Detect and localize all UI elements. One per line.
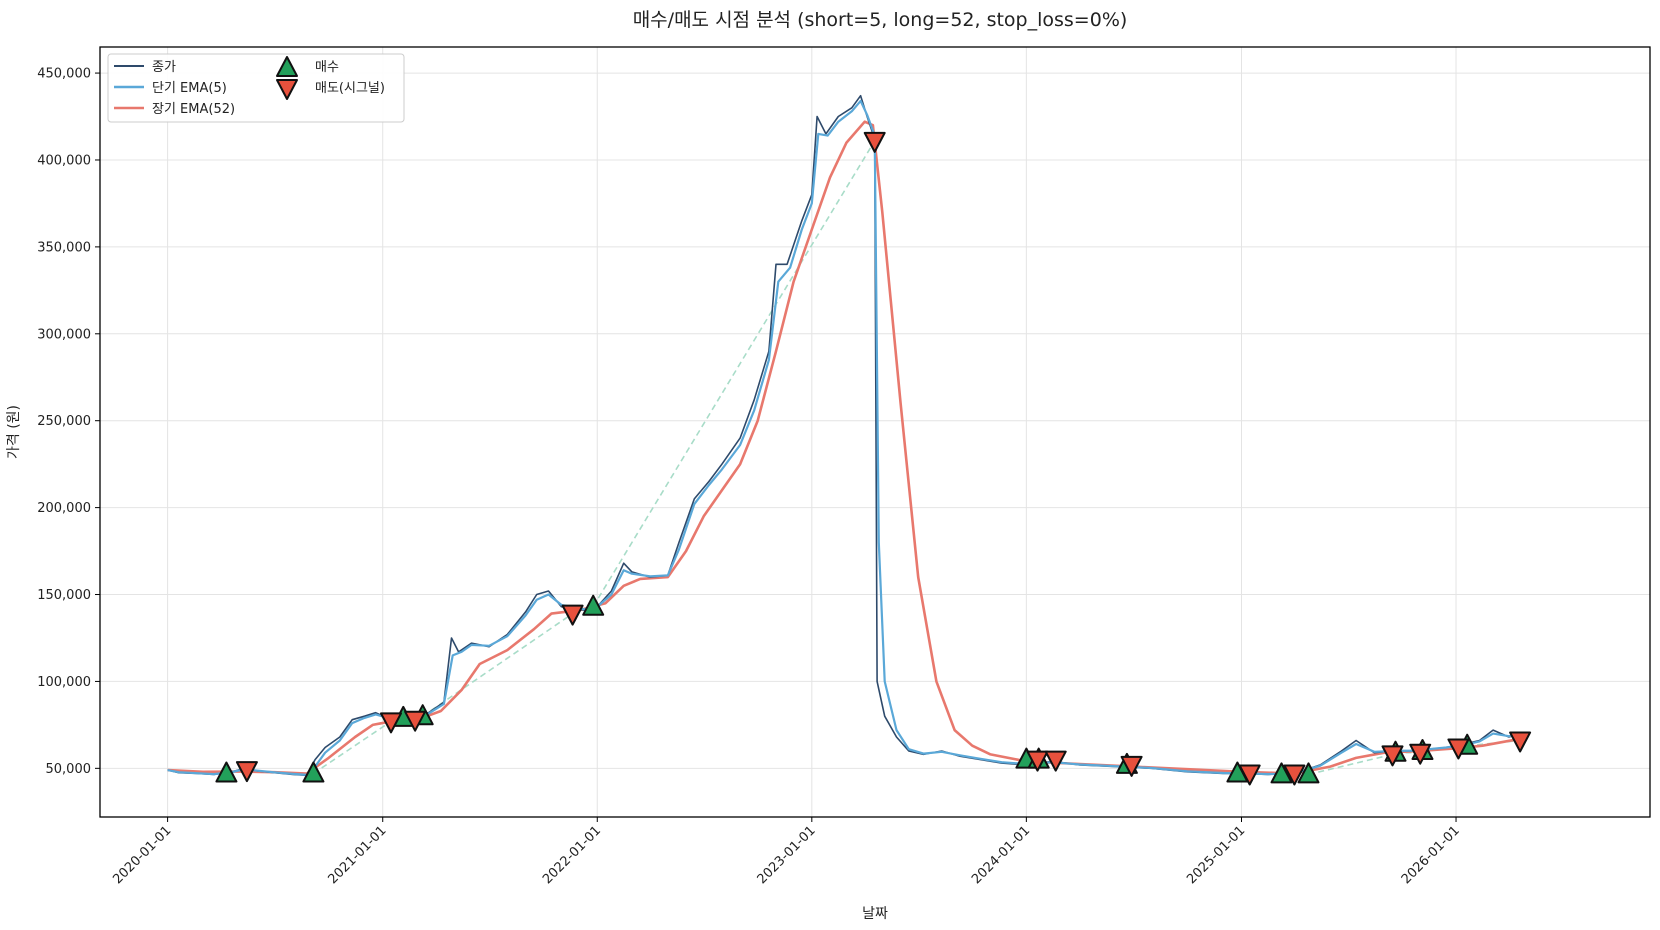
sell-marker [235, 761, 258, 783]
y-tick-label: 100,000 [37, 675, 91, 690]
legend-label-sell: 매도(시그널) [315, 81, 385, 96]
y-tick-label: 300,000 [37, 327, 91, 342]
short-ema-line [167, 99, 1521, 776]
y-tick-label: 200,000 [37, 501, 91, 516]
y-tick-label: 50,000 [46, 762, 92, 777]
buy-marker [1270, 762, 1293, 784]
trade-link-line [1308, 753, 1393, 776]
sell-marker [1409, 743, 1432, 765]
y-axis-label: 가격 (원) [6, 405, 22, 459]
sell-marker [561, 604, 584, 626]
legend-label-close: 종가 [152, 60, 176, 75]
x-tick-label: 2024-01-01 [969, 823, 1033, 887]
legend-label-long-ema: 장기 EMA(52) [152, 102, 235, 117]
sell-marker [1238, 764, 1261, 786]
legend-buy-icon [276, 56, 298, 77]
trade-link-line [422, 612, 574, 717]
buy-marker [302, 761, 325, 783]
sell-marker [1120, 755, 1143, 777]
markers-layer [215, 131, 1532, 786]
chart-title: 매수/매도 시점 분석 (short=5, long=52, stop_loss… [633, 9, 1128, 31]
y-tick-label: 400,000 [37, 153, 91, 168]
legend-box [107, 53, 405, 123]
sell-marker [1381, 745, 1404, 767]
trade-link-line [312, 720, 392, 775]
trade-link-line [592, 140, 876, 608]
x-axis-label: 날짜 [862, 906, 888, 922]
legend-sell-marker [276, 79, 298, 100]
legend-buy-marker [276, 56, 298, 77]
close-price-line [167, 94, 1521, 777]
lines-layer [167, 94, 1521, 777]
legend: 종가 단기 EMA(5) 장기 EMA(52) 매수 매도(시그널) [107, 53, 405, 123]
trade-links-layer [226, 140, 1521, 776]
long-ema-line [167, 120, 1521, 775]
x-tick-label: 2026-01-01 [1399, 823, 1463, 887]
legend-sell-icon [276, 79, 298, 100]
sell-marker [404, 710, 427, 732]
y-tick-label: 450,000 [37, 67, 91, 82]
sell-marker [863, 131, 886, 153]
sell-marker [1026, 750, 1049, 772]
plot-frame [99, 46, 1651, 818]
sell-marker [1283, 764, 1306, 786]
x-tick-label: 2021-01-01 [326, 823, 390, 887]
sell-marker [1447, 738, 1470, 760]
y-tick-label: 150,000 [37, 588, 91, 603]
legend-label-short-ema: 단기 EMA(5) [152, 81, 227, 96]
x-tick-label: 2025-01-01 [1184, 823, 1248, 887]
buy-marker [215, 761, 238, 783]
sell-marker [1044, 750, 1067, 772]
y-tick-label: 350,000 [37, 240, 91, 255]
x-tick-label: 2020-01-01 [110, 823, 174, 887]
y-tick-label: 250,000 [37, 414, 91, 429]
x-tick-label: 2023-01-01 [755, 823, 819, 887]
sell-marker [1509, 731, 1532, 753]
buy-marker [1297, 762, 1320, 784]
sell-marker [380, 712, 402, 734]
x-tick-label: 2022-01-01 [540, 823, 604, 887]
buy-marker [582, 594, 605, 616]
legend-label-buy: 매수 [315, 60, 339, 75]
